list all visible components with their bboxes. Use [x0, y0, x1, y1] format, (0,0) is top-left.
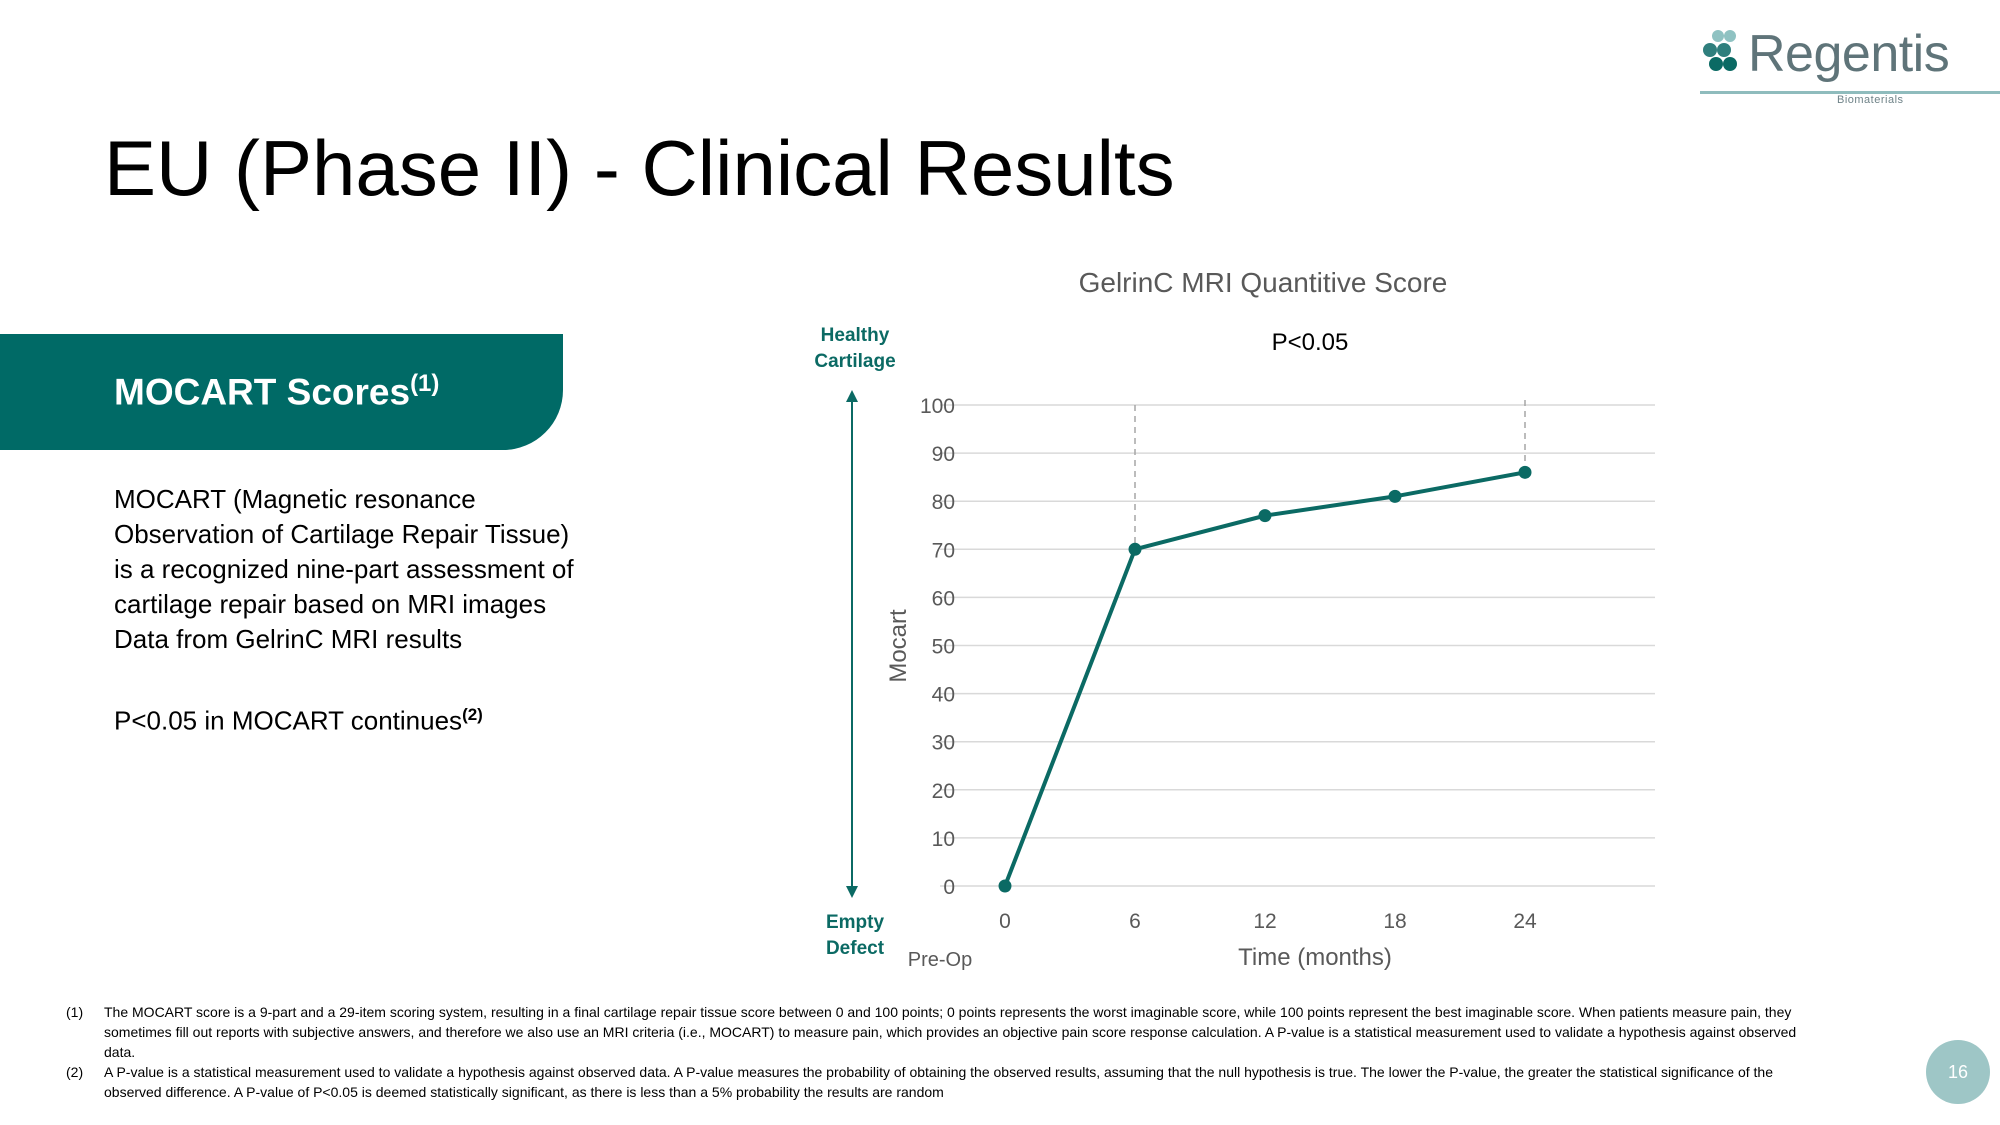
y-tick-label-90: 90 [932, 443, 955, 466]
data-point-12 [1258, 509, 1272, 523]
scale-arrow-down-icon [846, 886, 858, 898]
arrow-top-label-2: Cartilage [814, 351, 895, 372]
y-tick-label-100: 100 [920, 395, 955, 418]
y-tick-label-50: 50 [932, 636, 955, 659]
x-tick-label-12: 12 [1253, 910, 1276, 933]
footnote-1: (1) The MOCART score is a 9-part and a 2… [66, 1002, 1826, 1062]
company-logo: Regentis Biomaterials [1700, 24, 2000, 106]
data-point-24 [1518, 465, 1532, 479]
mocart-line-chart: GelrinC MRI Quantitive Score Healthy Car… [814, 267, 1655, 971]
x-extra-label: Pre-Op [908, 949, 972, 971]
logo-mark-icon [1703, 30, 1737, 71]
scale-arrow-up-icon [846, 390, 858, 402]
body-footnote-ref: (2) [462, 705, 483, 724]
y-axis-label: Mocart [885, 609, 912, 683]
arrow-top-label-1: Healthy [821, 325, 890, 346]
footnote-2-number: (2) [66, 1064, 84, 1080]
body-paragraph-1: MOCART (Magnetic resonance Observation o… [114, 484, 574, 619]
section-banner: MOCART Scores(1) [0, 334, 563, 450]
footnote-2-text: A P-value is a statistical measurement u… [104, 1064, 1774, 1100]
x-tick-label-24: 24 [1513, 910, 1537, 933]
arrow-bottom-label-2: Defect [826, 938, 885, 959]
footnote-1-number: (1) [66, 1004, 84, 1020]
y-tick-label-20: 20 [932, 780, 955, 803]
x-axis-label: Time (months) [1238, 944, 1392, 971]
banner-label: MOCART Scores [114, 371, 411, 413]
body-paragraph-2: Data from GelrinC MRI results [114, 624, 463, 654]
footnotes: (1) The MOCART score is a 9-part and a 2… [66, 1002, 1826, 1102]
data-point-0 [998, 879, 1012, 893]
y-tick-label-60: 60 [932, 587, 955, 610]
slide-title: EU (Phase II) - Clinical Results [104, 124, 1175, 212]
x-tick-label-0: 0 [999, 910, 1011, 933]
p-value-annotation: P<0.05 [1272, 329, 1349, 356]
series-line [1003, 470, 1526, 887]
arrow-bottom-label-1: Empty [826, 912, 885, 933]
logo-underline [1700, 91, 2000, 94]
y-tick-label-80: 80 [932, 491, 955, 514]
banner-heading: MOCART Scores(1) [114, 370, 439, 413]
footnote-2: (2) A P-value is a statistical measureme… [66, 1062, 1826, 1102]
page-number: 16 [1926, 1040, 1990, 1104]
body-text: MOCART (Magnetic resonance Observation o… [114, 482, 574, 739]
y-tick-label-30: 30 [932, 732, 955, 755]
banner-footnote-ref: (1) [410, 370, 440, 397]
footnote-1-text: The MOCART score is a 9-part and a 29-it… [104, 1004, 1797, 1060]
y-tick-label-70: 70 [932, 539, 955, 562]
y-tick-label-0: 0 [943, 876, 955, 899]
x-tick-label-6: 6 [1129, 910, 1141, 933]
body-paragraph-3: P<0.05 in MOCART continues(2) [114, 697, 574, 739]
body-paragraph-3-text: P<0.05 in MOCART continues [114, 705, 463, 736]
data-point-18 [1388, 489, 1402, 503]
logo-wordmark: Regentis [1748, 25, 1950, 83]
y-tick-label-10: 10 [932, 828, 955, 851]
y-tick-label-40: 40 [932, 684, 955, 707]
x-tick-label-18: 18 [1383, 910, 1406, 933]
data-point-6 [1128, 542, 1142, 556]
chart-title: GelrinC MRI Quantitive Score [1079, 267, 1448, 298]
logo-subtitle: Biomaterials [1837, 94, 1904, 106]
